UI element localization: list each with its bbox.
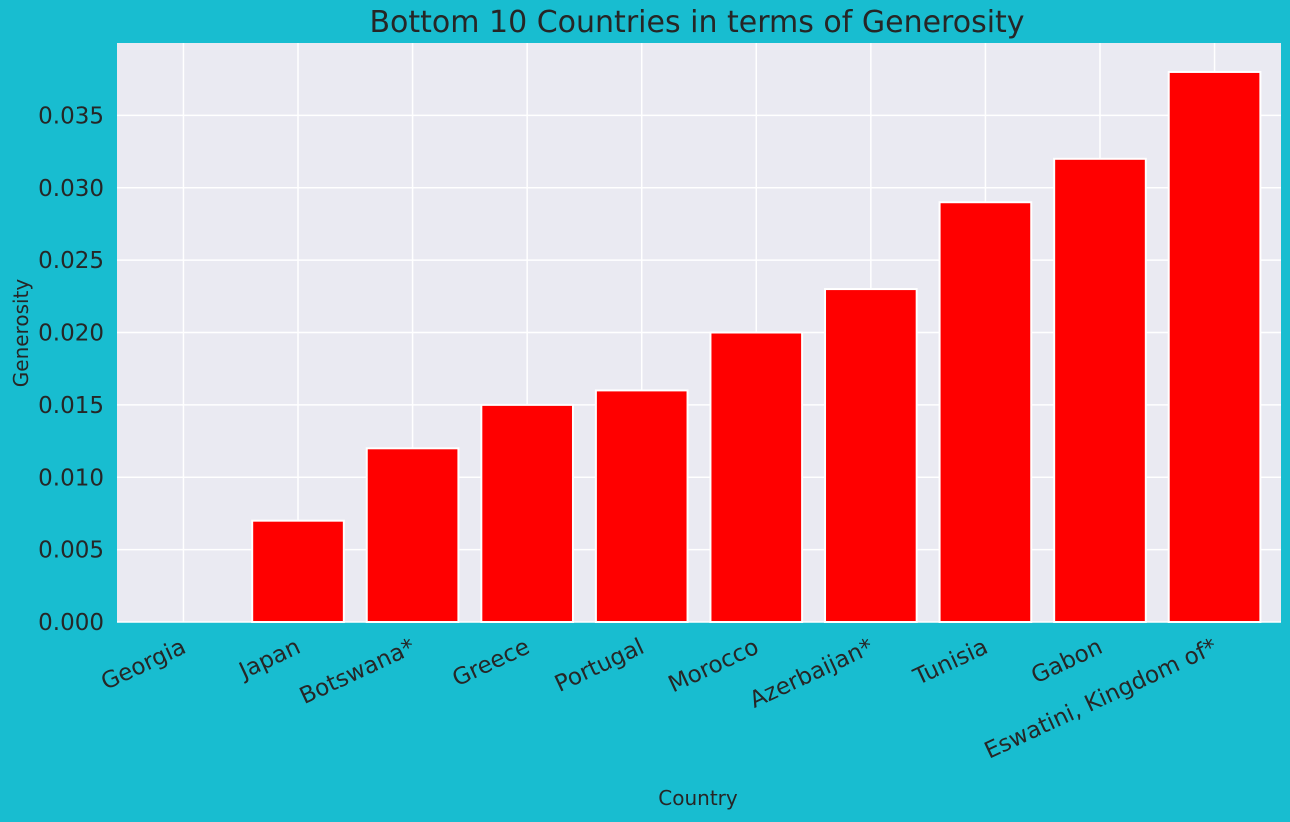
- y-axis-label: Generosity: [9, 279, 33, 388]
- chart-title: Bottom 10 Countries in terms of Generosi…: [369, 5, 1024, 40]
- x-tick-label: Azerbaijan*: [746, 634, 878, 714]
- y-tick-label: 0.020: [38, 321, 104, 347]
- y-tick-label: 0.005: [38, 538, 104, 564]
- y-tick-label: 0.025: [38, 248, 104, 274]
- y-tick-label: 0.015: [38, 393, 104, 419]
- x-tick-label: Greece: [448, 634, 533, 692]
- y-tick-label: 0.000: [38, 610, 104, 636]
- y-tick-label: 0.035: [38, 103, 104, 129]
- x-tick-label: Japan: [234, 634, 305, 686]
- bar-gabon: [1053, 157, 1147, 624]
- bar-botswana: [365, 447, 460, 623]
- x-tick-label: Georgia: [97, 634, 190, 696]
- bar-greece: [480, 403, 574, 623]
- bar-japan: [251, 519, 345, 623]
- bar-eswatini-kingdom-of: [1167, 70, 1262, 623]
- y-tick-label: 0.010: [38, 465, 104, 491]
- y-tick-labels: 0.000 0.005 0.010 0.015 0.020 0.025 0.030 0.035: [38, 103, 104, 636]
- x-tick-label: Portugal: [551, 634, 648, 698]
- x-axis-label: Country: [658, 786, 738, 810]
- bar-portugal: [594, 389, 689, 623]
- bar-tunisia: [938, 201, 1033, 623]
- x-tick-label: Gabon: [1027, 634, 1106, 689]
- x-tick-label: Tunisia: [909, 634, 992, 691]
- bar-azerbaijan: [824, 288, 918, 623]
- y-tick-label: 0.030: [38, 176, 104, 202]
- bars: [251, 70, 1262, 624]
- x-tick-label: Botswana*: [296, 634, 419, 710]
- bar-morocco: [709, 331, 804, 623]
